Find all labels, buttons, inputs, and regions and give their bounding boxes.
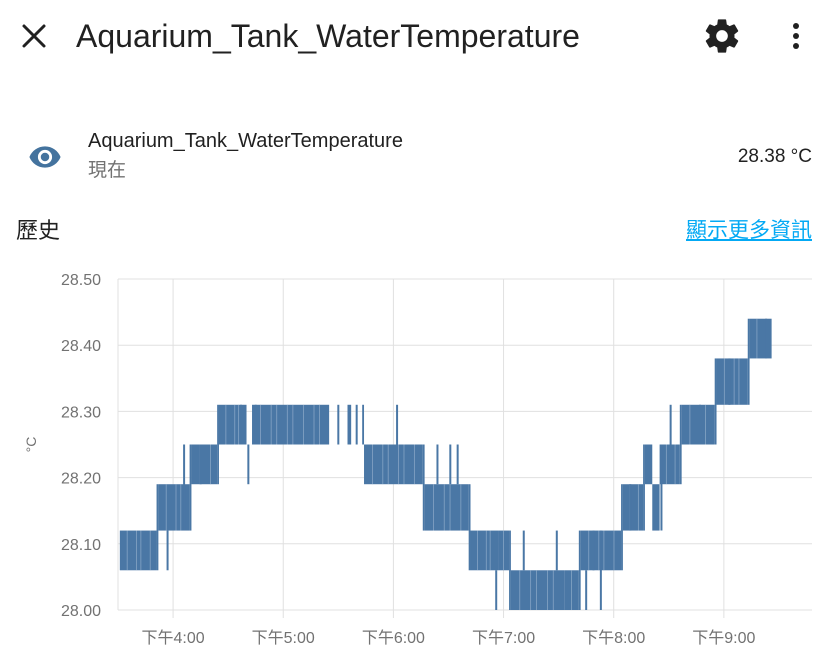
- series-band: [578, 530, 581, 610]
- series-band: [218, 404, 247, 445]
- y-tick-label: 28.40: [61, 338, 101, 355]
- series-band: [156, 484, 159, 571]
- entity-state-row: Aquarium_Tank_WaterTemperature 現在 28.38 …: [0, 118, 830, 194]
- series-band: [622, 484, 644, 531]
- settings-button[interactable]: [702, 16, 742, 56]
- history-title: 歷史: [16, 218, 61, 243]
- series-band: [362, 404, 365, 445]
- entity-value: 28.38 °C: [737, 146, 812, 167]
- entity-state-time: 現在: [88, 160, 127, 181]
- series-band: [217, 404, 219, 485]
- x-tick-label: 下午6:00: [362, 629, 425, 647]
- y-tick-label: 28.10: [61, 537, 101, 554]
- series-band: [347, 404, 352, 445]
- series-band: [189, 444, 192, 531]
- chart-grid: [117, 278, 812, 618]
- series-band: [510, 570, 565, 610]
- series-band: [643, 444, 645, 531]
- history-chart-svg: 28.50 28.40 28.30 28.20 28.10 28.00 下午4:00 下午5:…: [23, 272, 812, 647]
- x-tick-label: 下午9:00: [692, 629, 755, 647]
- series-band: [468, 484, 471, 571]
- y-tick-label: 28.20: [61, 471, 101, 488]
- dialog-title: Aquarium_Tank_WaterTemperature: [76, 18, 580, 54]
- series-band: [749, 318, 772, 359]
- dialog-header: Aquarium_Tank_WaterTemperature: [0, 0, 830, 72]
- close-button[interactable]: [14, 16, 54, 56]
- series-band: [652, 484, 660, 531]
- series-band: [424, 484, 469, 531]
- series-band: [621, 484, 623, 571]
- series-band: [119, 530, 157, 571]
- show-more-link[interactable]: 顯示更多資訊: [686, 219, 812, 242]
- series-band: [364, 444, 423, 485]
- chart-axes: 28.50 28.40 28.30 28.20 28.10 28.00 下午4:00 下午5:…: [23, 272, 756, 647]
- entity-name: Aquarium_Tank_WaterTemperature: [88, 130, 403, 152]
- series-band: [679, 404, 682, 485]
- more-vertical-icon: [793, 23, 799, 49]
- series-band: [644, 444, 653, 485]
- x-tick-label: 下午8:00: [582, 629, 645, 647]
- x-tick-label: 下午7:00: [472, 629, 535, 647]
- y-tick-label: 28.50: [61, 272, 101, 289]
- series-band: [747, 318, 750, 405]
- series-band: [470, 530, 499, 571]
- eye-icon: [29, 146, 61, 168]
- x-tick-label: 下午5:00: [252, 629, 315, 647]
- close-icon: [22, 24, 46, 48]
- history-chart: 28.50 28.40 28.30 28.20 28.10 28.00 下午4:00 下午5:…: [0, 262, 830, 662]
- series-band: [716, 358, 748, 405]
- gear-icon: [705, 19, 739, 53]
- y-tick-label: 28.30: [61, 404, 101, 421]
- series-band: [252, 404, 330, 445]
- series-band: [681, 404, 715, 445]
- series-band: [509, 530, 511, 610]
- temperature-series: [119, 318, 772, 610]
- series-band: [422, 444, 425, 531]
- series-band: [191, 444, 218, 485]
- y-axis-label: °C: [23, 437, 39, 453]
- more-options-button[interactable]: [776, 16, 816, 56]
- series-band: [659, 444, 680, 485]
- x-tick-label: 下午4:00: [142, 629, 205, 647]
- y-tick-label: 28.00: [61, 603, 101, 620]
- series-band: [714, 358, 717, 445]
